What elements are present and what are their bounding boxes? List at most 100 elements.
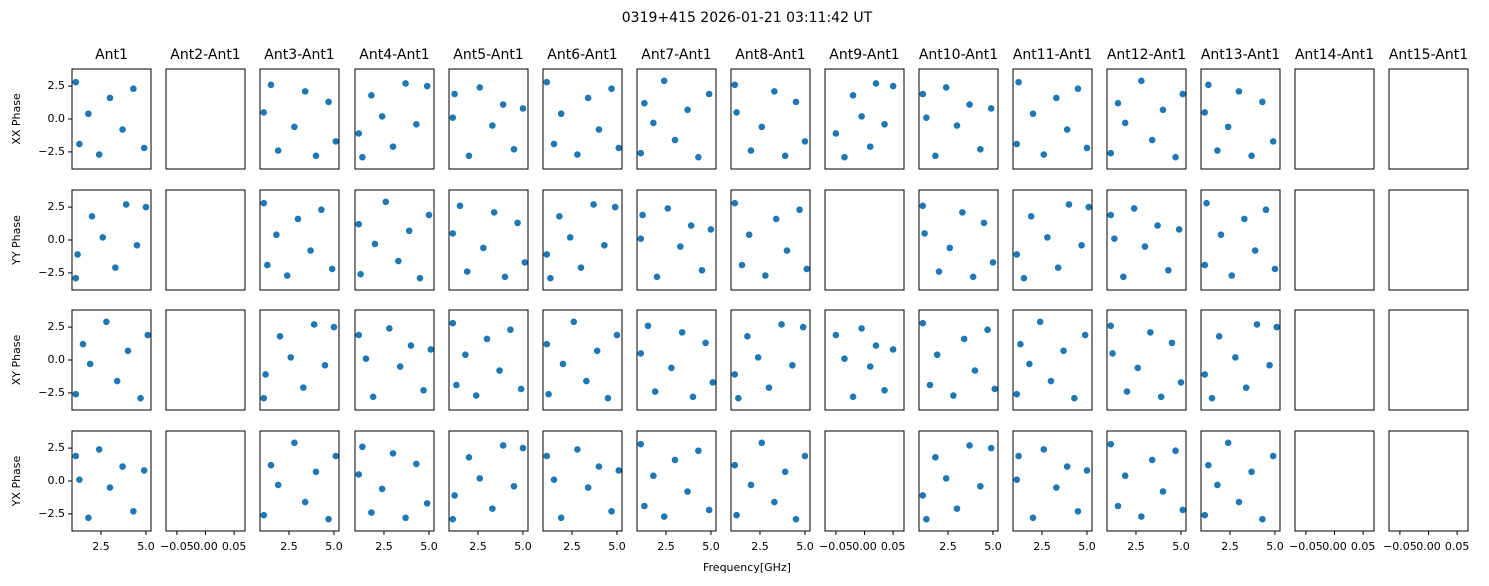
y-tick-label: 2.5 <box>48 200 66 213</box>
point <box>274 147 282 154</box>
x-tick-label: 5.0 <box>420 540 438 553</box>
point <box>1060 347 1067 355</box>
point <box>355 331 363 339</box>
point <box>113 377 121 385</box>
x-tick-label: 5.0 <box>1172 540 1190 553</box>
point <box>1107 211 1115 219</box>
point <box>72 390 80 398</box>
point <box>1179 506 1187 514</box>
panel-frame <box>259 309 340 411</box>
point <box>267 81 275 89</box>
panel-frame <box>259 68 340 170</box>
point <box>325 98 332 106</box>
point <box>1107 440 1115 448</box>
x-tick-label: −0.05 <box>1289 540 1323 553</box>
point <box>570 318 578 326</box>
point <box>608 85 615 93</box>
point <box>465 152 473 160</box>
point <box>559 360 567 368</box>
point <box>744 333 751 340</box>
point <box>95 151 103 158</box>
y-tick-label: 0.0 <box>48 474 66 487</box>
point <box>557 514 565 522</box>
point <box>1259 515 1266 523</box>
point <box>301 498 309 506</box>
point <box>88 213 96 220</box>
point <box>1017 340 1024 348</box>
point <box>85 514 92 522</box>
point <box>122 201 130 208</box>
point <box>991 385 999 393</box>
point <box>86 360 94 368</box>
panel-frame <box>1294 68 1375 170</box>
panel-frame <box>542 430 623 532</box>
point <box>355 220 363 228</box>
point <box>1159 106 1167 114</box>
panel-frame <box>918 68 999 170</box>
panel-frame <box>730 68 811 170</box>
point <box>1157 393 1165 401</box>
point <box>362 355 370 362</box>
point <box>283 272 291 279</box>
point <box>260 394 268 402</box>
y-tick-label: −2.5 <box>38 507 65 520</box>
panel-frame <box>1388 189 1469 291</box>
point <box>702 339 709 347</box>
point <box>832 130 840 137</box>
panel-frame <box>259 189 340 291</box>
point <box>1078 241 1085 249</box>
point <box>359 153 366 161</box>
point <box>1121 472 1129 480</box>
point <box>783 247 791 254</box>
point <box>799 323 807 331</box>
point <box>276 333 284 340</box>
point <box>960 335 968 343</box>
point <box>507 326 514 334</box>
point <box>1224 439 1232 447</box>
point <box>133 241 141 249</box>
point <box>923 114 930 121</box>
panel-frame <box>636 309 717 411</box>
point <box>966 442 973 449</box>
point <box>731 371 739 378</box>
point <box>1040 446 1048 453</box>
point <box>451 492 458 499</box>
point <box>72 452 80 460</box>
point <box>1121 119 1129 127</box>
point <box>1148 136 1156 144</box>
point <box>1071 394 1078 402</box>
point <box>1074 85 1082 93</box>
point <box>260 109 268 116</box>
point <box>402 514 409 522</box>
panel-title: Ant12-Ant1 <box>1107 47 1186 63</box>
x-tick-label: 2.5 <box>1127 540 1145 553</box>
point <box>416 274 424 282</box>
point <box>449 515 457 523</box>
point <box>1044 234 1051 241</box>
y-tick-label: 2.5 <box>48 79 66 92</box>
point <box>705 90 713 98</box>
point <box>1266 361 1273 369</box>
point <box>731 461 739 469</box>
point <box>966 101 973 108</box>
point <box>321 361 329 369</box>
x-tick-label: 2.5 <box>469 540 487 553</box>
point <box>449 114 457 121</box>
point <box>405 227 413 235</box>
panel-frame <box>542 309 623 411</box>
point <box>889 346 897 353</box>
point <box>1203 199 1210 207</box>
point <box>705 506 713 514</box>
point <box>1083 467 1091 474</box>
point <box>407 342 415 349</box>
point <box>1020 274 1028 282</box>
point <box>310 321 318 328</box>
point <box>1083 144 1091 152</box>
point <box>496 367 503 374</box>
point <box>106 484 114 491</box>
panel-frame <box>448 189 529 291</box>
point <box>765 384 773 391</box>
point <box>510 145 518 153</box>
point <box>124 347 132 355</box>
point <box>287 354 295 361</box>
